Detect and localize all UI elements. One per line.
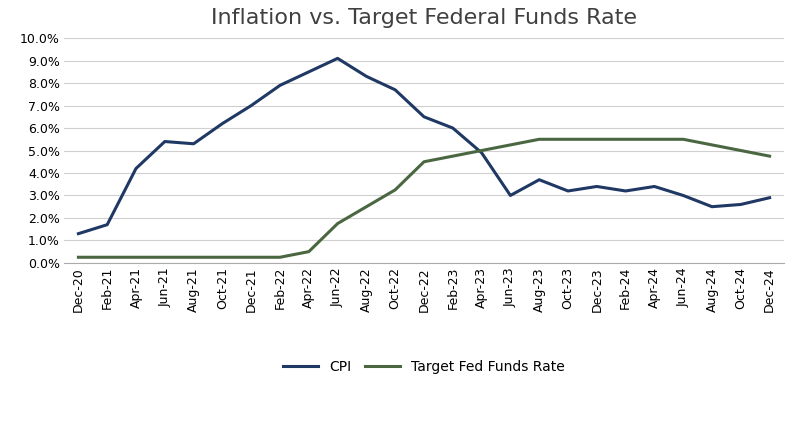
Target Fed Funds Rate [506,142,515,148]
CPI [304,69,314,74]
Line: CPI: CPI [78,59,770,234]
CPI [707,204,717,209]
CPI [131,166,141,171]
Target Fed Funds Rate [477,148,486,153]
Target Fed Funds Rate [448,153,458,159]
CPI [419,114,429,120]
Target Fed Funds Rate [160,255,170,260]
Target Fed Funds Rate [736,148,746,153]
CPI [765,195,774,200]
CPI [678,193,688,198]
CPI [736,202,746,207]
CPI [74,231,83,236]
CPI [246,103,256,108]
CPI [448,126,458,131]
Legend: CPI, Target Fed Funds Rate: CPI, Target Fed Funds Rate [278,354,570,379]
Target Fed Funds Rate [650,137,659,142]
Target Fed Funds Rate [390,187,400,192]
Target Fed Funds Rate [218,255,227,260]
Line: Target Fed Funds Rate: Target Fed Funds Rate [78,139,770,257]
CPI [650,184,659,189]
CPI [189,141,198,146]
Target Fed Funds Rate [275,255,285,260]
Target Fed Funds Rate [563,137,573,142]
Title: Inflation vs. Target Federal Funds Rate: Inflation vs. Target Federal Funds Rate [211,8,637,28]
CPI [563,188,573,193]
Target Fed Funds Rate [131,255,141,260]
CPI [333,56,342,61]
Target Fed Funds Rate [419,159,429,164]
Target Fed Funds Rate [765,153,774,159]
Target Fed Funds Rate [74,255,83,260]
Target Fed Funds Rate [678,137,688,142]
Target Fed Funds Rate [362,204,371,209]
Target Fed Funds Rate [534,137,544,142]
Target Fed Funds Rate [592,137,602,142]
Target Fed Funds Rate [304,249,314,254]
Target Fed Funds Rate [246,255,256,260]
CPI [477,150,486,155]
Target Fed Funds Rate [707,142,717,148]
CPI [621,188,630,193]
Target Fed Funds Rate [621,137,630,142]
CPI [275,83,285,88]
Target Fed Funds Rate [333,221,342,226]
CPI [506,193,515,198]
CPI [592,184,602,189]
Target Fed Funds Rate [189,255,198,260]
CPI [362,74,371,79]
CPI [534,177,544,182]
CPI [102,222,112,227]
CPI [160,139,170,144]
CPI [218,121,227,126]
Target Fed Funds Rate [102,255,112,260]
CPI [390,87,400,92]
